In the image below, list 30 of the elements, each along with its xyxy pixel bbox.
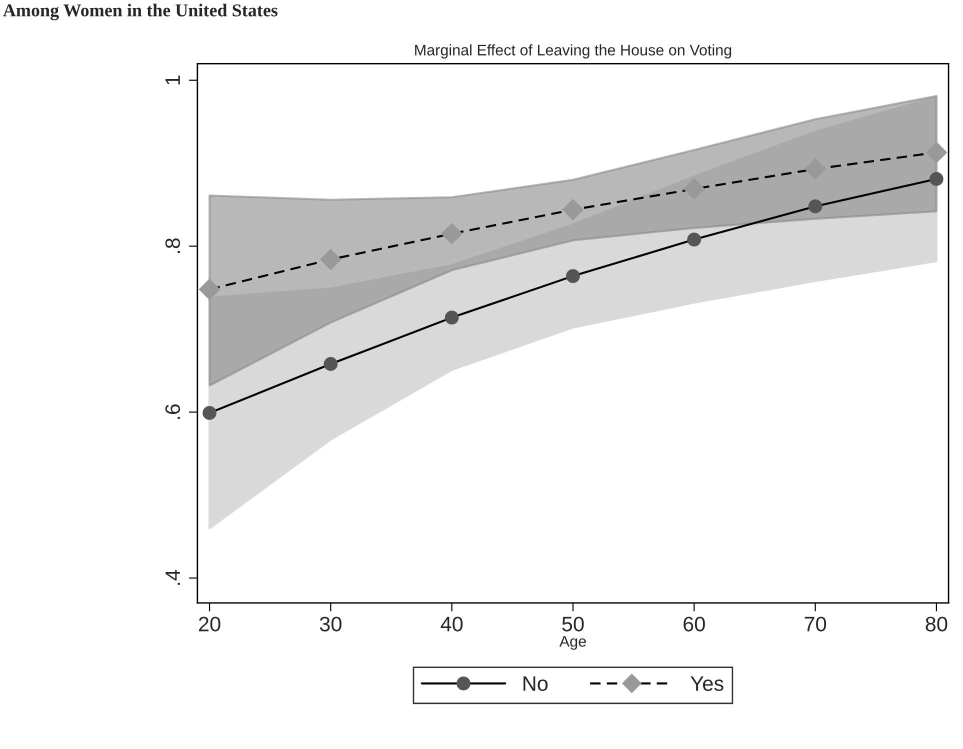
point — [562, 199, 584, 220]
legend-label: No — [524, 676, 548, 691]
y-tick-label: .6 — [165, 404, 180, 419]
point — [199, 278, 220, 300]
x-tick-label: 70 — [804, 616, 826, 632]
point — [687, 232, 702, 246]
x-tick-label: 20 — [198, 616, 220, 632]
point — [926, 142, 947, 163]
point — [929, 172, 944, 186]
chart-title: Marginal Effect of Leaving the House on Voting — [415, 44, 732, 58]
point — [202, 406, 216, 420]
x-tick-label: 60 — [684, 616, 705, 632]
y-tick-label: .8 — [165, 238, 180, 253]
text: Among Women in the United States — [3, 4, 278, 20]
x-tick-label: 80 — [926, 616, 948, 632]
point — [684, 178, 705, 200]
point — [441, 223, 462, 244]
x-tick-label: 50 — [562, 616, 584, 632]
point — [808, 199, 822, 214]
x-axis-title: Age — [559, 636, 586, 650]
x-tick-label: 30 — [320, 616, 342, 632]
point — [804, 158, 826, 180]
y-tick-label: 1 — [166, 75, 180, 84]
point — [320, 248, 342, 270]
x-tick-label: 40 — [440, 616, 463, 632]
point — [566, 269, 580, 284]
point — [444, 310, 459, 324]
y-tick-label: .4 — [166, 570, 180, 585]
point — [324, 357, 338, 371]
legend-label: Yes — [690, 676, 724, 691]
